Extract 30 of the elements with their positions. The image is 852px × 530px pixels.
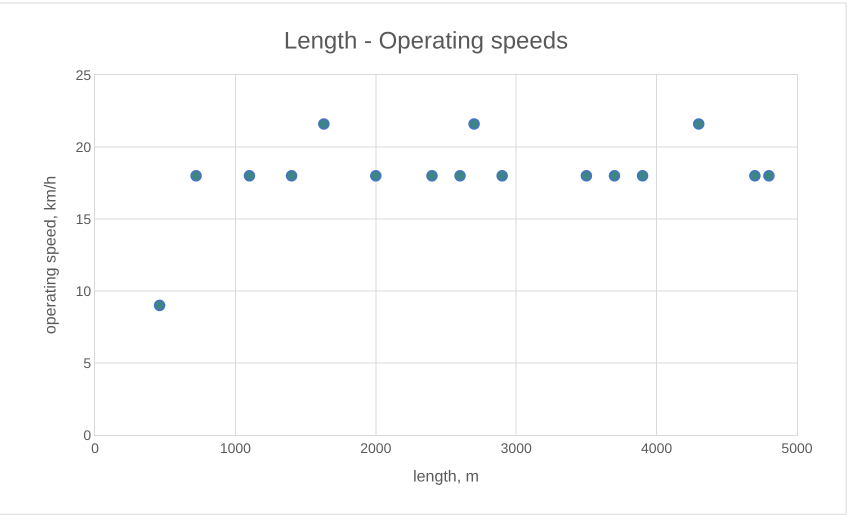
point bbox=[608, 170, 620, 182]
point bbox=[426, 170, 438, 182]
point bbox=[454, 170, 466, 182]
y-tick-label: 15 bbox=[76, 210, 92, 227]
y-axis-title: operating speed, km/h bbox=[42, 176, 60, 334]
point bbox=[154, 300, 166, 312]
y-tick-label: 25 bbox=[76, 66, 92, 83]
point bbox=[636, 170, 648, 182]
x-axis-title: length, m bbox=[413, 468, 479, 486]
x-tick-label: 4000 bbox=[641, 440, 672, 456]
y-tick-label: 0 bbox=[83, 426, 92, 443]
y-tick-label: 20 bbox=[76, 138, 92, 155]
x-tick-label: 2000 bbox=[360, 440, 392, 456]
point bbox=[318, 118, 330, 130]
point bbox=[244, 170, 256, 182]
x-tick-label: 5000 bbox=[781, 440, 813, 456]
point bbox=[749, 170, 761, 182]
point bbox=[468, 118, 480, 130]
y-tick-label: 10 bbox=[76, 282, 92, 299]
x-tick-label: 3000 bbox=[500, 440, 532, 456]
point bbox=[496, 170, 508, 182]
point bbox=[190, 170, 202, 182]
point bbox=[370, 170, 382, 182]
x-tick-label: 1000 bbox=[220, 440, 252, 456]
y-tick-label: 5 bbox=[83, 354, 92, 371]
point bbox=[692, 118, 704, 130]
point bbox=[763, 170, 775, 182]
chart-title: Length - Operating speeds bbox=[284, 28, 568, 55]
point bbox=[286, 170, 298, 182]
point bbox=[580, 170, 592, 182]
